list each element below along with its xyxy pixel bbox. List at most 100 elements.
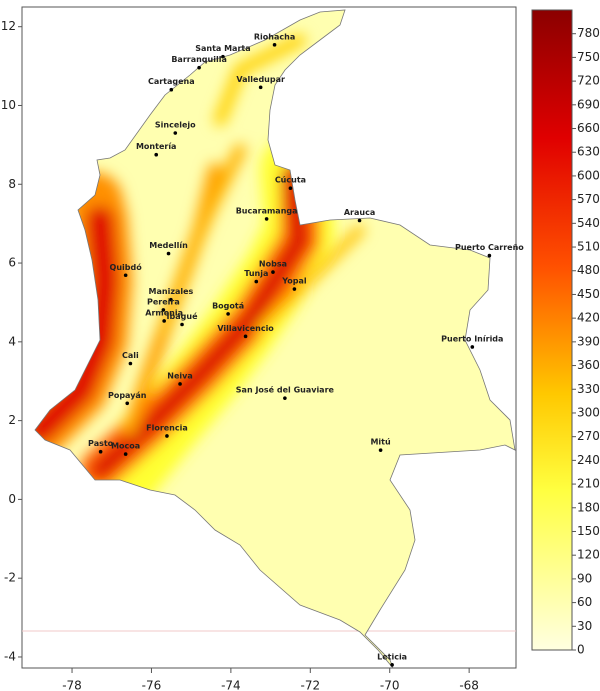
colorbar-tick-label: 750 [577, 50, 600, 64]
city-label: Cúcuta [275, 176, 306, 185]
colorbar-tick-label: 480 [577, 263, 600, 277]
city-label: Yopal [281, 277, 307, 286]
colorbar-tick-label: 600 [577, 168, 600, 182]
city-point [390, 663, 394, 667]
city-label: Leticia [377, 652, 407, 661]
city-label: Montería [136, 142, 177, 151]
colorbar-tick-label: 720 [577, 74, 600, 88]
city-label: Mitú [370, 438, 391, 447]
city-point [243, 334, 248, 339]
y-tick-label: 4 [8, 334, 16, 348]
city-point [470, 345, 475, 349]
city-label: Manizales [149, 287, 194, 296]
x-tick-label: -68 [459, 679, 479, 691]
city-label: Riohacha [254, 32, 295, 41]
city-label: Mocoa [111, 442, 140, 451]
colorbar-tick-label: 690 [577, 97, 600, 111]
city-point [165, 434, 169, 438]
city-point [197, 65, 201, 70]
city-label: Nobsa [259, 260, 287, 269]
colorbar-tick-label: 270 [577, 429, 600, 443]
colorbar-tick-label: 90 [577, 571, 592, 585]
y-tick-label: 10 [1, 98, 16, 112]
city-point [378, 448, 383, 452]
y-tick-label: 0 [8, 492, 16, 506]
city-point [98, 449, 103, 454]
city-point [226, 312, 230, 316]
x-tick-label: -70 [380, 679, 400, 691]
colorbar-tick-label: 240 [577, 453, 600, 467]
colorbar-tick-label: 0 [577, 643, 585, 657]
x-tick-label: -74 [221, 679, 241, 691]
city-label: Armenia [145, 308, 183, 317]
city-label: Villavicencio [217, 324, 274, 333]
y-tick-label: -2 [4, 571, 16, 585]
city-label: Valledupar [236, 75, 285, 84]
city-label: Puerto Inírida [441, 334, 503, 343]
city-point [173, 131, 178, 135]
city-point [283, 396, 287, 400]
colorbar-tick-label: 210 [577, 477, 600, 491]
colorbar-tick-label: 360 [577, 358, 600, 372]
city-point [128, 361, 133, 366]
city-label: Arauca [344, 208, 375, 217]
city-label: Popayán [108, 391, 147, 400]
city-label: Cartagena [148, 77, 195, 86]
colorbar-tick-label: 780 [577, 26, 600, 40]
colorbar-tick-label: 330 [577, 382, 600, 396]
city-label: Puerto Carreño [455, 243, 524, 252]
colorbar-tick-label: 510 [577, 240, 600, 254]
city-label: Cali [122, 351, 139, 360]
colorbar-tick-label: 120 [577, 548, 600, 562]
y-tick-label: -4 [4, 649, 16, 663]
colorbar-tick-label: 450 [577, 287, 600, 301]
city-point [221, 54, 225, 59]
colorbar-tick-label: 180 [577, 500, 600, 514]
city-point [254, 279, 259, 284]
city-label: Bucaramanga [236, 206, 298, 215]
city-point [271, 270, 275, 274]
y-tick-label: 12 [1, 19, 16, 33]
city-label: Medellín [149, 241, 188, 250]
colorbar-tick-label: 570 [577, 192, 600, 206]
city-point [288, 186, 293, 191]
city-label: Tunja [244, 269, 268, 278]
colorbar-tick-label: 30 [577, 619, 592, 633]
city-point [123, 452, 128, 456]
city-point [264, 217, 269, 221]
colorbar-tick-label: 60 [577, 595, 592, 609]
city-point [180, 322, 184, 327]
city-point [125, 401, 130, 406]
city-point [154, 152, 159, 157]
colorbar-tick-label: 300 [577, 405, 600, 419]
city-point [487, 253, 492, 258]
x-tick-label: -76 [142, 679, 162, 691]
colorbar-tick-label: 420 [577, 311, 600, 325]
city-point [166, 251, 171, 256]
city-label: Pasto [88, 439, 114, 448]
city-label: Bogotá [212, 301, 244, 310]
x-tick-label: -72 [300, 679, 320, 691]
city-label: Santa Marta [195, 44, 250, 53]
colorbar [531, 9, 573, 651]
colorbar-tick-label: 390 [577, 334, 600, 348]
city-point [292, 287, 297, 291]
city-point [169, 297, 173, 302]
city-point [258, 85, 263, 90]
city-point [357, 218, 362, 223]
city-label: Florencia [146, 423, 188, 432]
city-point [123, 273, 128, 278]
y-tick-label: 8 [8, 177, 16, 191]
city-label: Pereira [147, 297, 180, 306]
city-label: San José del Guaviare [236, 385, 335, 395]
colorbar-tick-label: 150 [577, 524, 600, 538]
city-label: Ibagué [167, 311, 199, 321]
city-label: Barranquilla [171, 55, 227, 64]
city-point [162, 319, 166, 323]
city-point [161, 308, 166, 312]
city-label: Neiva [167, 371, 192, 380]
x-tick-label: -78 [62, 679, 82, 691]
colorbar-tick-label: 660 [577, 121, 600, 135]
city-point [178, 382, 182, 386]
